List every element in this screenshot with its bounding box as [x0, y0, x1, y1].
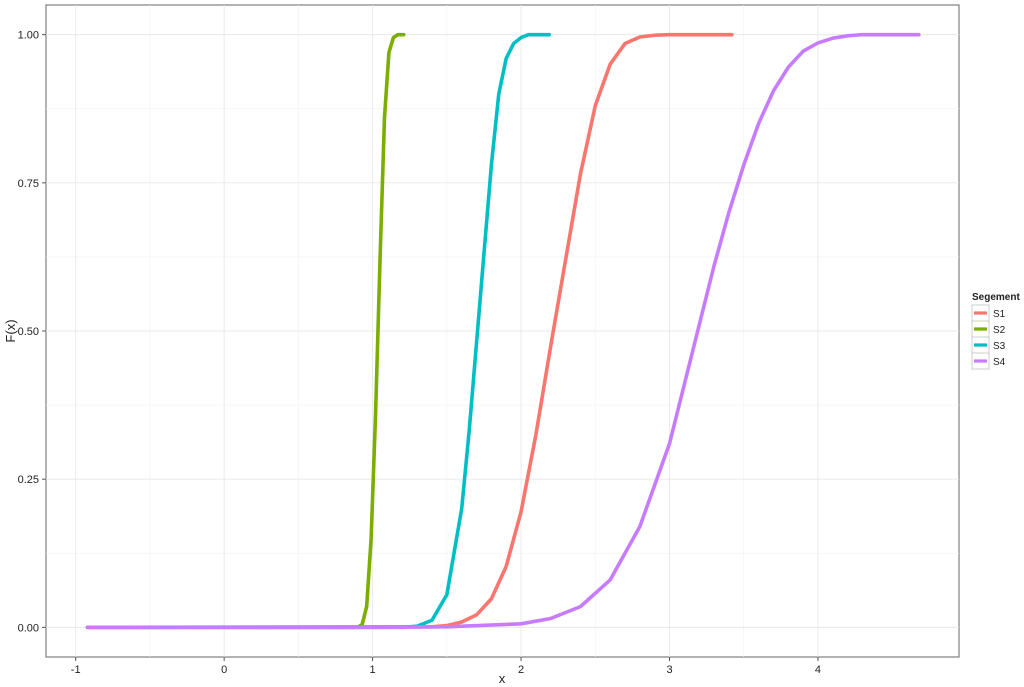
series-line-s1	[85, 32, 734, 630]
y-axis: 0.00 0.25 0.50 0.75 1.00	[18, 30, 46, 634]
x-tick-label: 1	[370, 664, 376, 676]
y-tick-label: 0.00	[18, 622, 39, 634]
x-tick-label: -1	[71, 664, 81, 676]
legend-label-s3: S3	[993, 341, 1006, 352]
series-line-s2	[85, 32, 406, 630]
series-lines	[85, 32, 921, 630]
grid	[46, 5, 959, 657]
x-tick-label: 3	[666, 664, 672, 676]
legend-label-s4: S4	[993, 357, 1006, 368]
y-tick-label: 1.00	[18, 30, 39, 42]
y-axis-title: F(x)	[3, 319, 18, 342]
y-tick-label: 0.50	[18, 326, 39, 338]
y-tick-label: 0.75	[18, 178, 39, 190]
x-tick-label: 4	[815, 664, 821, 676]
x-tick-label: 2	[518, 664, 524, 676]
legend-label-s1: S1	[993, 309, 1006, 320]
x-tick-label: 0	[221, 664, 227, 676]
series-line-s3	[85, 32, 552, 630]
legend-title: Segement	[972, 292, 1020, 303]
y-tick-label: 0.25	[18, 474, 39, 486]
legend-label-s2: S2	[993, 325, 1006, 336]
series-line-s4	[85, 32, 921, 630]
x-axis-title: x	[499, 671, 506, 686]
legend: Segement S1 S2 S3 S4	[971, 292, 1020, 370]
x-axis: -1 0 1 2 3 4	[71, 657, 821, 676]
